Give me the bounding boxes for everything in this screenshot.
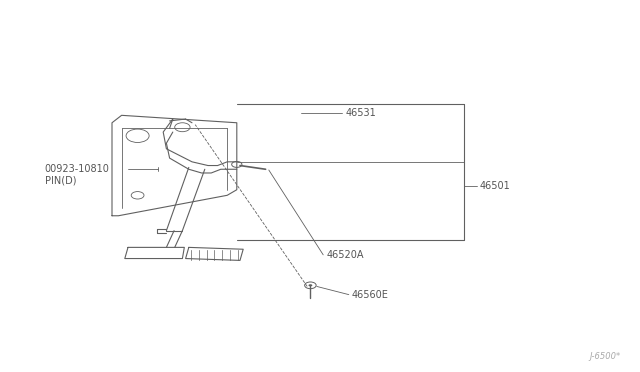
Text: J-6500*: J-6500* [589,352,621,361]
Text: 46531: 46531 [346,109,376,118]
Text: 46520A: 46520A [326,250,364,260]
Text: PIN(D): PIN(D) [45,176,76,185]
Text: 00923-10810: 00923-10810 [45,164,109,174]
Circle shape [308,284,312,286]
Text: 46501: 46501 [480,181,511,191]
Text: 46560E: 46560E [352,290,389,299]
